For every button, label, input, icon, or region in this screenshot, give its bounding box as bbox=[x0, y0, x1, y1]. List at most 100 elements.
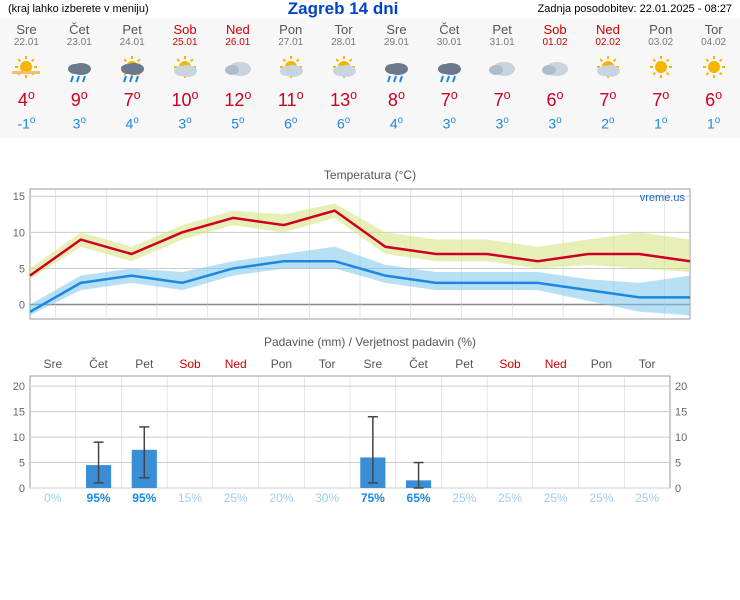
svg-text:25%: 25% bbox=[589, 491, 613, 505]
temp-high: 7o bbox=[476, 88, 529, 111]
day-date: 01.02 bbox=[529, 37, 582, 48]
precipitation-chart: 0055101015152020SreČetPetSobNedPonTorSre… bbox=[0, 351, 700, 506]
header: (kraj lahko izberete v meniju) Zagreb 14… bbox=[0, 0, 740, 18]
weather-icon bbox=[476, 52, 529, 84]
svg-text:65%: 65% bbox=[407, 491, 431, 505]
svg-text:Tor: Tor bbox=[319, 357, 336, 371]
weather-icon bbox=[317, 52, 370, 84]
day-name: Tor bbox=[317, 22, 370, 37]
temp-low: 1o bbox=[634, 115, 687, 132]
svg-text:15: 15 bbox=[13, 191, 25, 203]
svg-text:95%: 95% bbox=[87, 491, 111, 505]
svg-text:5: 5 bbox=[675, 457, 681, 469]
weather-icon bbox=[0, 52, 53, 84]
day-column: Tor28.0113o6o bbox=[317, 22, 370, 132]
svg-text:15: 15 bbox=[13, 406, 25, 418]
svg-text:Pet: Pet bbox=[455, 357, 474, 371]
svg-text:Tor: Tor bbox=[639, 357, 656, 371]
day-column: Ned02.027o2o bbox=[581, 22, 634, 132]
svg-text:Pon: Pon bbox=[271, 357, 292, 371]
temp-low: 3o bbox=[423, 115, 476, 132]
day-name: Pon bbox=[264, 22, 317, 37]
page-title: Zagreb 14 dni bbox=[288, 0, 399, 19]
svg-text:0: 0 bbox=[19, 483, 25, 495]
svg-text:25%: 25% bbox=[452, 491, 476, 505]
day-name: Pon bbox=[634, 22, 687, 37]
day-column: Tor04.026o1o bbox=[687, 22, 740, 132]
weather-icon bbox=[687, 52, 740, 84]
temp-high: 9o bbox=[53, 88, 106, 111]
day-date: 22.01 bbox=[0, 37, 53, 48]
svg-text:5: 5 bbox=[19, 457, 25, 469]
day-column: Sob25.01 10o 3o bbox=[159, 22, 212, 132]
weather-icon bbox=[634, 52, 687, 84]
day-date: 04.02 bbox=[687, 37, 740, 48]
svg-text:Sob: Sob bbox=[499, 357, 521, 371]
day-column: Pon27.01 11o 6o bbox=[264, 22, 317, 132]
day-column: Sre22.014o-1o bbox=[0, 22, 53, 132]
day-column: Sob01.026o3o bbox=[529, 22, 582, 132]
svg-text:Čet: Čet bbox=[409, 356, 428, 371]
precip-chart-title: Padavine (mm) / Verjetnost padavin (%) bbox=[0, 335, 740, 349]
svg-text:5: 5 bbox=[19, 263, 25, 275]
svg-text:25%: 25% bbox=[224, 491, 248, 505]
temp-low: 4o bbox=[370, 115, 423, 132]
svg-text:0: 0 bbox=[19, 299, 25, 311]
day-column: Čet30.017o3o bbox=[423, 22, 476, 132]
temp-low: 6o bbox=[264, 115, 317, 132]
daily-forecast-grid: Sre22.014o-1oČet23.019o3oPet24.017o4oSob… bbox=[0, 18, 740, 138]
temp-low: 2o bbox=[581, 115, 634, 132]
weather-icon bbox=[53, 52, 106, 84]
svg-text:25%: 25% bbox=[498, 491, 522, 505]
header-right: Zadnja posodobitev: 22.01.2025 - 08:27 bbox=[538, 3, 732, 15]
svg-text:Pet: Pet bbox=[135, 357, 154, 371]
svg-text:25%: 25% bbox=[635, 491, 659, 505]
day-column: Sre29.018o4o bbox=[370, 22, 423, 132]
svg-text:0: 0 bbox=[675, 483, 681, 495]
temp-high: 13o bbox=[317, 88, 370, 111]
svg-text:Ned: Ned bbox=[225, 357, 247, 371]
day-column: Pon03.027o1o bbox=[634, 22, 687, 132]
weather-icon bbox=[370, 52, 423, 84]
temp-low: 3o bbox=[159, 115, 212, 132]
svg-text:0%: 0% bbox=[44, 491, 62, 505]
svg-text:Sob: Sob bbox=[179, 357, 201, 371]
temp-high: 10o bbox=[159, 88, 212, 111]
temp-high: 4o bbox=[0, 88, 53, 111]
day-column: Ned26.0112o5o bbox=[211, 22, 264, 132]
day-name: Tor bbox=[687, 22, 740, 37]
temp-low: 6o bbox=[317, 115, 370, 132]
day-column: Pet31.017o3o bbox=[476, 22, 529, 132]
day-date: 30.01 bbox=[423, 37, 476, 48]
temp-high: 7o bbox=[581, 88, 634, 111]
svg-text:vreme.us: vreme.us bbox=[640, 192, 686, 204]
day-name: Sob bbox=[529, 22, 582, 37]
temp-high: 6o bbox=[687, 88, 740, 111]
svg-text:Pon: Pon bbox=[591, 357, 612, 371]
day-date: 02.02 bbox=[581, 37, 634, 48]
weather-icon bbox=[159, 52, 212, 84]
temp-high: 11o bbox=[264, 88, 317, 111]
day-date: 27.01 bbox=[264, 37, 317, 48]
svg-text:Sre: Sre bbox=[44, 357, 63, 371]
day-name: Sob bbox=[159, 22, 212, 37]
temp-low: 3o bbox=[476, 115, 529, 132]
weather-icon bbox=[211, 52, 264, 84]
svg-text:10: 10 bbox=[13, 227, 25, 239]
svg-text:10: 10 bbox=[13, 432, 25, 444]
svg-text:30%: 30% bbox=[315, 491, 339, 505]
day-column: Čet23.019o3o bbox=[53, 22, 106, 132]
temp-chart-title: Temperatura (°C) bbox=[0, 168, 740, 182]
svg-text:95%: 95% bbox=[132, 491, 156, 505]
temp-low: 5o bbox=[211, 115, 264, 132]
weather-icon bbox=[529, 52, 582, 84]
svg-text:Sre: Sre bbox=[364, 357, 383, 371]
day-date: 26.01 bbox=[211, 37, 264, 48]
temp-high: 7o bbox=[106, 88, 159, 111]
svg-text:25%: 25% bbox=[544, 491, 568, 505]
temp-high: 8o bbox=[370, 88, 423, 111]
svg-text:Ned: Ned bbox=[545, 357, 567, 371]
day-date: 31.01 bbox=[476, 37, 529, 48]
svg-text:20%: 20% bbox=[269, 491, 293, 505]
day-date: 25.01 bbox=[159, 37, 212, 48]
